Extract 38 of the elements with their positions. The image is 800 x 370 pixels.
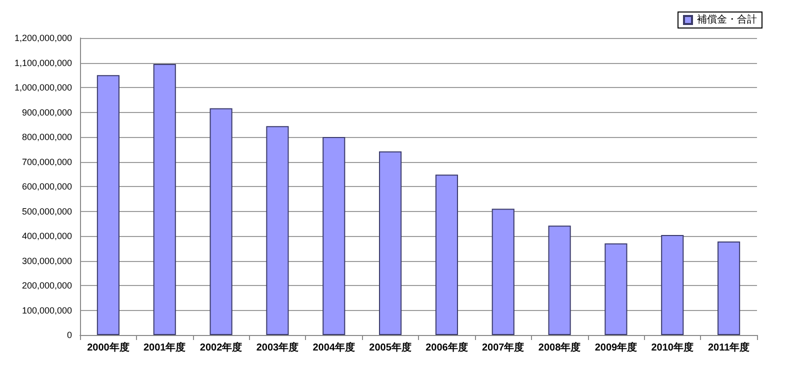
bar — [548, 226, 571, 335]
bar — [153, 64, 176, 335]
x-tick-label: 2002年度 — [200, 342, 242, 354]
x-tick-label: 2009年度 — [594, 342, 638, 354]
y-tick-label: 1,100,000,000 — [14, 58, 72, 68]
x-tick-label: 2007年度 — [482, 342, 524, 354]
y-tick-label: 1,200,000,000 — [14, 33, 72, 43]
bar — [379, 151, 402, 335]
bar — [210, 108, 232, 335]
y-tick-label: 0 — [66, 330, 72, 340]
y-tick-label: 400,000,000 — [22, 231, 72, 241]
x-tick-label: 2005年度 — [369, 342, 412, 354]
bar — [266, 126, 289, 335]
x-tick-label: 2006年度 — [426, 342, 468, 354]
y-tick-label: 1,000,000,000 — [14, 82, 72, 92]
bar — [492, 208, 514, 335]
y-tick-label: 500,000,000 — [22, 206, 72, 216]
bar — [661, 235, 684, 335]
x-tick-label: 2003年度 — [256, 342, 299, 354]
legend-label: 補償金・合計 — [697, 14, 757, 26]
bar — [604, 243, 628, 335]
bar — [718, 241, 740, 335]
y-tick-label: 600,000,000 — [22, 182, 72, 192]
x-tick-label: 2010年度 — [651, 342, 694, 354]
x-tick-label: 2004年度 — [312, 342, 355, 354]
bar — [96, 75, 120, 335]
x-tick-label: 2001年度 — [144, 342, 186, 354]
bar — [435, 174, 458, 335]
x-tick-label: 2008年度 — [538, 342, 581, 354]
y-tick-label: 100,000,000 — [22, 305, 72, 316]
y-tick-label: 200,000,000 — [22, 280, 72, 290]
y-tick-label: 300,000,000 — [22, 256, 72, 266]
y-tick-label: 700,000,000 — [22, 156, 72, 167]
x-tick-label: 2000年度 — [87, 342, 130, 354]
x-tick-label: 2011年度 — [708, 342, 750, 354]
y-tick-label: 800,000,000 — [22, 132, 72, 142]
bar — [322, 137, 346, 335]
y-tick-label: 900,000,000 — [22, 107, 72, 118]
